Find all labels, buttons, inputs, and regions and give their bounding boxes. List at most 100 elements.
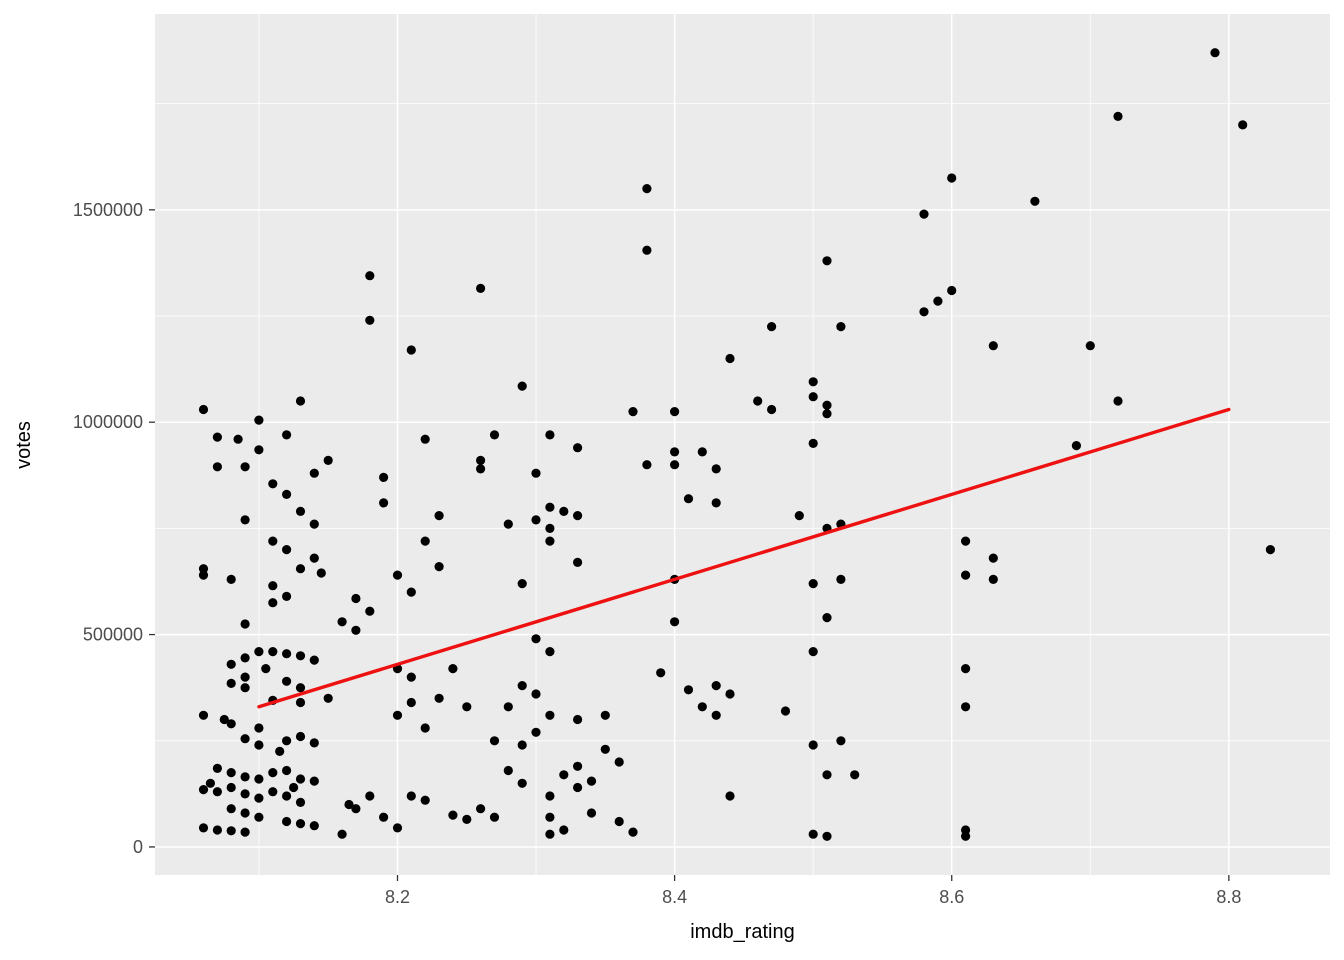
data-point <box>822 770 832 780</box>
data-point <box>420 723 430 733</box>
data-point <box>545 502 555 512</box>
data-point <box>434 562 444 572</box>
data-point <box>219 714 229 725</box>
data-point <box>961 825 971 835</box>
data-point <box>198 710 209 720</box>
data-point <box>268 479 278 489</box>
data-point <box>309 468 319 478</box>
data-point <box>309 776 319 786</box>
data-point <box>836 322 846 332</box>
data-point <box>725 353 735 364</box>
data-point <box>600 710 610 720</box>
data-point <box>836 574 846 585</box>
y-tick-label: 500000 <box>83 625 143 645</box>
data-point <box>406 791 416 801</box>
data-point <box>517 778 527 788</box>
data-point <box>1238 120 1248 130</box>
data-point <box>226 768 236 778</box>
data-point <box>670 447 680 457</box>
data-point <box>295 651 306 661</box>
data-point <box>988 574 998 585</box>
data-point <box>545 430 555 440</box>
data-point <box>531 515 541 525</box>
data-point <box>198 785 209 795</box>
data-point <box>212 763 222 774</box>
data-point <box>476 464 486 474</box>
data-point <box>420 434 430 444</box>
data-point <box>961 536 971 546</box>
data-point <box>365 315 375 325</box>
data-point <box>379 472 389 482</box>
data-point <box>254 812 264 822</box>
data-point <box>282 649 292 659</box>
data-point <box>212 825 222 835</box>
data-point <box>406 587 416 597</box>
data-point <box>323 693 333 703</box>
data-point <box>586 808 597 818</box>
data-point <box>489 430 500 440</box>
data-point <box>545 812 555 822</box>
data-point <box>545 536 555 546</box>
data-point <box>559 506 569 516</box>
data-point <box>254 647 264 657</box>
data-point <box>808 740 818 750</box>
data-point <box>961 702 971 712</box>
data-point <box>947 285 957 296</box>
data-point <box>268 598 278 608</box>
data-point <box>711 710 721 720</box>
data-point <box>351 804 361 814</box>
data-point <box>988 341 998 351</box>
data-point <box>808 392 818 402</box>
data-point <box>212 787 222 797</box>
data-point <box>282 591 292 602</box>
data-point <box>309 821 319 831</box>
data-point <box>309 738 319 748</box>
data-point <box>392 570 403 580</box>
data-point <box>573 714 583 725</box>
data-point <box>282 545 292 555</box>
data-point <box>379 812 389 822</box>
data-point <box>448 810 458 820</box>
y-tick-label: 1500000 <box>73 200 143 220</box>
data-point <box>268 787 278 797</box>
data-point <box>240 683 250 693</box>
data-point <box>573 510 583 521</box>
data-point <box>503 702 513 712</box>
data-point <box>656 668 666 678</box>
data-point <box>1113 396 1123 406</box>
x-tick-label: 8.4 <box>662 887 687 907</box>
data-point <box>275 746 285 757</box>
data-point <box>670 617 680 627</box>
data-point <box>933 296 943 306</box>
data-point <box>295 797 306 808</box>
data-point <box>808 647 818 657</box>
data-point <box>808 579 818 589</box>
data-point <box>295 697 306 708</box>
data-point <box>240 808 250 818</box>
data-point <box>240 772 250 782</box>
data-point <box>545 523 555 534</box>
data-point <box>240 619 250 629</box>
data-point <box>642 184 652 194</box>
data-point <box>212 432 222 442</box>
data-point <box>683 494 694 504</box>
data-point <box>323 455 333 465</box>
data-point <box>379 498 389 508</box>
data-point <box>780 706 791 716</box>
data-point <box>434 693 444 703</box>
data-point <box>767 322 777 332</box>
data-point <box>240 734 250 744</box>
data-point <box>268 768 278 778</box>
x-tick-label: 8.8 <box>1216 887 1241 907</box>
data-point <box>462 702 472 712</box>
data-point <box>573 782 583 793</box>
data-point <box>988 553 998 563</box>
data-point <box>753 396 763 406</box>
data-point <box>919 307 929 317</box>
data-point <box>448 664 458 674</box>
data-point <box>517 579 527 589</box>
x-axis-title: imdb_rating <box>690 921 795 943</box>
data-point <box>961 831 971 841</box>
